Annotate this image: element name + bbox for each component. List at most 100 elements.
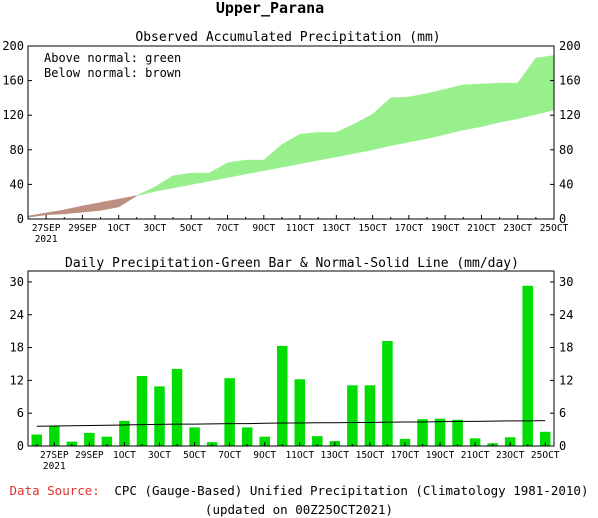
daily-xtick-label: 29SEP bbox=[75, 450, 104, 461]
accum-ytick-label-left: 160 bbox=[2, 74, 24, 88]
daily-bar bbox=[539, 431, 551, 446]
updated-note: (updated on 00Z25OCT2021) bbox=[205, 502, 393, 517]
daily-ytick-label-right: 30 bbox=[559, 275, 573, 289]
accum-fill-segment bbox=[499, 82, 519, 123]
daily-bar bbox=[49, 426, 60, 446]
accum-ytick-label-right: 40 bbox=[559, 177, 573, 191]
daily-bar bbox=[66, 441, 78, 447]
daily-bar bbox=[259, 436, 270, 446]
daily-xtick-label: 19OCT bbox=[426, 450, 455, 461]
accum-xtick-label: 13OCT bbox=[322, 223, 351, 234]
daily-chart-title: Daily Precipitation-Green Bar & Normal-S… bbox=[65, 256, 519, 271]
accum-xtick-label: 21OCT bbox=[467, 223, 496, 234]
daily-bar bbox=[434, 418, 446, 446]
accum-fill-segment bbox=[154, 175, 174, 192]
daily-bar bbox=[276, 345, 288, 446]
daily-xtick-label: 1OCT bbox=[113, 450, 136, 461]
accum-fill-segment bbox=[281, 133, 301, 168]
accum-fill-segment bbox=[408, 93, 428, 143]
accum-ytick-label-right: 200 bbox=[559, 39, 581, 53]
figure-title: Upper_Parana bbox=[216, 0, 324, 17]
accum-plot: 0 0 40 40 80 80 120 120 160 160 200 200 27SEP 29SEP 1O… bbox=[2, 39, 580, 245]
daily-ytick-label-right: 18 bbox=[559, 341, 573, 355]
daily-frame bbox=[27, 270, 555, 447]
accum-fill-segment bbox=[190, 172, 210, 185]
daily-bar bbox=[119, 420, 130, 446]
daily-bar bbox=[101, 436, 113, 446]
daily-bar bbox=[522, 285, 533, 446]
daily-ytick-label-left: 6 bbox=[17, 406, 24, 420]
daily-ytick-label-left: 24 bbox=[10, 308, 24, 322]
source-line: Data Source: CPC (Gauge-Based) Unified P… bbox=[10, 483, 589, 498]
accum-xtick-label: 23OCT bbox=[503, 223, 532, 234]
daily-xtick-label: 7OCT bbox=[218, 450, 241, 461]
accum-fill-segment bbox=[444, 84, 464, 135]
accum-ytick-label-left: 200 bbox=[2, 39, 24, 53]
daily-ytick-label-left: 0 bbox=[17, 439, 24, 453]
accum-fill-segment bbox=[118, 195, 137, 208]
accum-xtick-label: 27SEP bbox=[32, 223, 61, 234]
accum-xtick-label: 29SEP bbox=[68, 223, 97, 234]
accum-fill-segment bbox=[299, 132, 319, 165]
accum-xtick-label: 7OCT bbox=[216, 223, 239, 234]
daily-bar bbox=[136, 376, 148, 446]
accum-annotation-below: Below normal: brown bbox=[44, 66, 181, 80]
accum-xtick-label: 5OCT bbox=[180, 223, 203, 234]
accum-fill-segment bbox=[27, 212, 47, 218]
daily-bar bbox=[504, 437, 516, 446]
daily-bar bbox=[294, 379, 306, 446]
daily-bar bbox=[171, 368, 183, 446]
accum-fill-segment bbox=[354, 113, 373, 154]
daily-year-label: 2021 bbox=[43, 461, 66, 472]
daily-ytick-label-left: 12 bbox=[10, 373, 24, 387]
daily-xtick-label: 3OCT bbox=[148, 450, 171, 461]
accum-fill-segment bbox=[63, 205, 83, 215]
daily-xtick-label: 21OCT bbox=[461, 450, 490, 461]
accum-ytick-label-left: 120 bbox=[2, 108, 24, 122]
daily-xtick-label: 11OCT bbox=[285, 450, 314, 461]
accum-fill-segment bbox=[481, 82, 500, 127]
daily-ytick-label-right: 12 bbox=[559, 373, 573, 387]
accum-xtick-label: 3OCT bbox=[144, 223, 167, 234]
daily-bar bbox=[224, 378, 235, 446]
daily-bar bbox=[347, 385, 358, 446]
daily-xtick-label: 5OCT bbox=[183, 450, 206, 461]
daily-bar bbox=[84, 432, 95, 447]
daily-xtick-label: 15OCT bbox=[356, 450, 385, 461]
daily-normal-line bbox=[36, 420, 546, 427]
accum-fill-segment bbox=[463, 83, 482, 131]
daily-bar bbox=[312, 436, 323, 446]
daily-ytick-label-right: 0 bbox=[559, 439, 566, 453]
daily-bar bbox=[364, 385, 376, 446]
accum-fill-segment bbox=[517, 57, 537, 120]
accum-annotation-above: Above normal: green bbox=[44, 51, 181, 65]
accum-xtick-label: 1OCT bbox=[107, 223, 130, 234]
accum-fill-segment bbox=[100, 198, 119, 211]
accum-xtick-label: 25OCT bbox=[540, 223, 569, 234]
accum-fill-segment bbox=[136, 186, 156, 196]
accum-ytick-label-right: 120 bbox=[559, 108, 581, 122]
accum-ytick-label-right: 80 bbox=[559, 143, 573, 157]
accum-fill-segment bbox=[245, 159, 265, 175]
daily-bar bbox=[189, 427, 200, 446]
daily-xtick-label: 23OCT bbox=[496, 450, 525, 461]
accum-ytick-label-left: 80 bbox=[10, 143, 24, 157]
accum-fill-segment bbox=[336, 123, 355, 158]
accum-fill-segment bbox=[82, 202, 101, 213]
daily-xtick-label: 17OCT bbox=[391, 450, 420, 461]
accum-year-label: 2021 bbox=[35, 234, 58, 245]
source-label: Data Source: bbox=[10, 483, 100, 498]
accum-ytick-label-right: 0 bbox=[559, 212, 566, 226]
daily-xtick-label: 13OCT bbox=[321, 450, 350, 461]
daily-bar bbox=[452, 419, 463, 446]
accum-fill-segment bbox=[263, 143, 283, 171]
daily-plot: 0 0 6 6 12 12 18 18 24 24 30 30 27SEP 29SEP 1OCT 3OCT 5O… bbox=[10, 270, 573, 472]
accum-chart-title: Observed Accumulated Precipitation (mm) bbox=[135, 30, 440, 45]
source-text: CPC (Gauge-Based) Unified Precipitation … bbox=[114, 483, 588, 498]
accum-xtick-label: 19OCT bbox=[431, 223, 460, 234]
daily-xtick-label: 25OCT bbox=[531, 450, 560, 461]
accum-fill-segment bbox=[372, 97, 392, 151]
daily-bar bbox=[417, 419, 428, 446]
accum-fill-segment bbox=[209, 162, 228, 182]
